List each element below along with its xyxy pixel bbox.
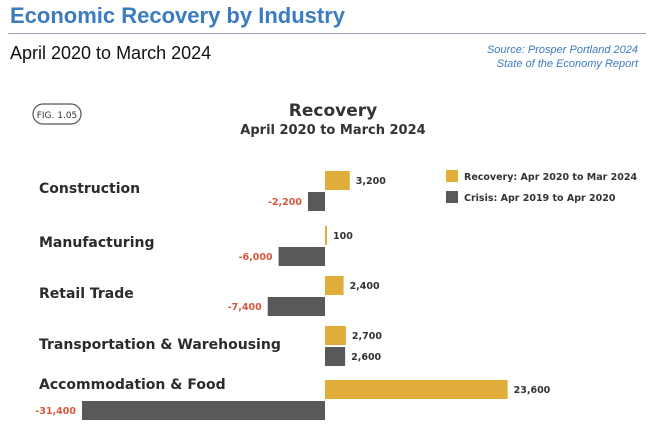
figure-label: FIG. 1.05 [37,111,78,121]
legend-label-crisis: Crisis: Apr 2019 to Apr 2020 [464,193,616,204]
legend-label-recovery: Recovery: Apr 2020 to Mar 2024 [464,172,637,183]
chart-legend: Recovery: Apr 2020 to Mar 2024 Crisis: Ap… [446,170,637,204]
page-subtitle: April 2020 to March 2024 [10,43,212,63]
bar-recovery-accommodation-and-food [325,380,508,399]
bar-crisis-retail-trade [267,297,325,316]
source-line-2: State of the Economy Report [496,58,638,70]
category-label-manufacturing: Manufacturing [39,235,155,251]
bar-crisis-construction [307,192,325,211]
bar-crisis-accommodation-and-food [82,401,325,420]
value-label-recovery-retail-trade: 2,400 [350,281,380,292]
source-note: Source: Prosper Portland 2024 State of t… [487,43,638,71]
value-label-recovery-manufacturing: 100 [333,231,353,242]
category-label-construction: Construction [39,181,140,197]
chart-plot-area: Construction 3,200 -2,200 Manufacturing 100 -… [35,171,551,420]
legend-swatch-recovery [446,170,458,182]
chart-subtitle: April 2020 to March 2024 [240,123,425,138]
value-label-crisis-construction: -2,200 [268,197,302,208]
bar-recovery-retail-trade [325,276,344,295]
bar-recovery-transportation-and-warehousing [325,326,346,345]
category-label-retail-trade: Retail Trade [39,286,134,302]
page-title: Economic Recovery by Industry [10,3,345,28]
value-label-crisis-retail-trade: -7,400 [228,302,262,313]
value-label-recovery-accommodation-and-food: 23,600 [514,385,551,396]
legend-swatch-crisis [446,191,458,203]
chart-title: Recovery [289,101,377,121]
bar-crisis-manufacturing [278,247,325,266]
title-divider [8,33,646,34]
value-label-crisis-manufacturing: -6,000 [239,252,273,263]
category-label-accommodation-and-food: Accommodation & Food [39,377,226,393]
bar-recovery-construction [325,171,350,190]
value-label-crisis-accommodation-and-food: -31,400 [35,406,76,417]
category-label-transportation-and-warehousing: Transportation & Warehousing [39,337,281,353]
bar-crisis-transportation-and-warehousing [325,347,346,366]
value-label-recovery-construction: 3,200 [356,176,386,187]
value-label-recovery-transportation-and-warehousing: 2,700 [352,331,382,342]
bar-recovery-manufacturing [325,226,327,245]
value-label-crisis-transportation-and-warehousing: 2,600 [351,352,381,363]
source-line-1: Source: Prosper Portland 2024 [486,44,638,56]
figure-label-box [32,103,82,125]
